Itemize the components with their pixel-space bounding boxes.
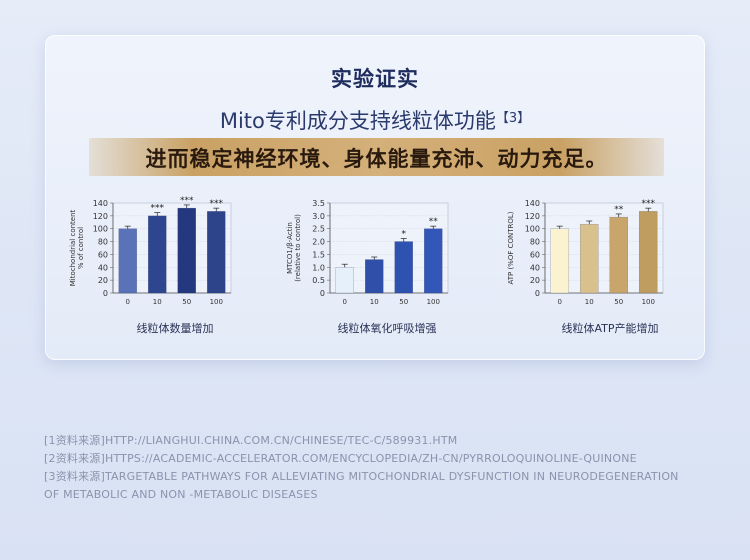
bar <box>394 241 413 294</box>
bar <box>177 207 196 294</box>
y-tick-label: 80 <box>98 238 108 247</box>
y-tick-label: 3.5 <box>312 199 325 208</box>
significance-label: *** <box>180 196 194 206</box>
bar <box>580 223 599 294</box>
y-tick-label: 60 <box>98 250 108 259</box>
bar <box>550 228 569 294</box>
bar <box>207 211 226 294</box>
x-tick-label: 10 <box>370 298 379 306</box>
x-tick-label: 50 <box>182 298 191 306</box>
y-tick-label: 20 <box>98 276 108 285</box>
x-tick-label: 100 <box>642 298 655 306</box>
y-tick-label: 120 <box>93 212 108 221</box>
y-tick-label: 40 <box>98 263 108 272</box>
y-tick-label: 2.5 <box>312 225 325 234</box>
significance-label: *** <box>151 204 165 214</box>
page-title: 实验证实 <box>331 67 419 91</box>
x-tick-label: 50 <box>399 298 408 306</box>
reference-1: [1资料来源]HTTP://LIANGHUI.CHINA.COM.CN/CHIN… <box>44 434 458 447</box>
y-tick-label: 1.5 <box>312 250 325 259</box>
x-tick-label: 10 <box>585 298 594 306</box>
y-axis-label: MTCO1/β-Actin <box>286 222 294 274</box>
content-card: 实验证实 Mito专利成分支持线粒体功能【3】 进而稳定神经环境、身体能量充沛、… <box>45 35 705 360</box>
chart-caption-mitochondrial-content: 线粒体数量增加 <box>136 322 214 335</box>
y-axis-label: % of control <box>77 227 85 269</box>
subtitle-text: Mito专利成分支持线粒体功能 <box>219 109 496 133</box>
significance-label: *** <box>642 199 656 209</box>
bar <box>609 216 628 294</box>
x-tick-label: 0 <box>558 298 562 306</box>
x-tick-label: 0 <box>343 298 347 306</box>
y-tick-label: 20 <box>530 276 540 285</box>
significance-label: ** <box>429 217 439 227</box>
banner-text: 进而稳定神经环境、身体能量充沛、动力充足。 <box>145 147 608 171</box>
bar <box>365 259 384 294</box>
chart-atp: 0 20 40 60 80 100 120 140 ATP (%OF CONTROL) 0 10 **… <box>507 199 664 306</box>
chart-mtco1-actin: 0 0.5 1.0 1.5 2.0 2.5 3.0 3.5 MTCO1/β-Actin (rela… <box>286 199 449 306</box>
reference-3: [3资料来源]TARGETABLE PATHWAYS FOR ALLEVIATI… <box>44 470 679 501</box>
y-tick-label: 120 <box>525 212 540 221</box>
y-tick-label: 100 <box>525 225 540 234</box>
x-tick-label: 100 <box>427 298 440 306</box>
significance-label: ** <box>614 205 624 215</box>
gold-banner: 进而稳定神经环境、身体能量充沛、动力充足。 <box>89 138 664 176</box>
y-tick-label: 0 <box>535 289 540 298</box>
bar <box>639 211 658 294</box>
chart-caption-mtco1-actin: 线粒体氧化呼吸增强 <box>337 322 437 335</box>
x-tick-label: 50 <box>614 298 623 306</box>
y-axis-label: (relative to control) <box>294 214 302 282</box>
chart-caption-atp: 线粒体ATP产能增加 <box>561 322 659 335</box>
significance-label: *** <box>210 199 224 209</box>
y-tick-label: 0 <box>103 289 108 298</box>
y-tick-label: 80 <box>530 238 540 247</box>
y-tick-label: 0 <box>320 289 325 298</box>
references: [1资料来源]HTTP://LIANGHUI.CHINA.COM.CN/CHIN… <box>44 432 724 504</box>
bar <box>335 267 354 294</box>
y-tick-label: 3.0 <box>312 212 325 221</box>
y-axis-label: ATP (%OF CONTROL) <box>507 211 515 284</box>
bar <box>118 228 137 294</box>
y-tick-label: 2.0 <box>312 238 325 247</box>
x-tick-label: 100 <box>210 298 223 306</box>
y-tick-label: 60 <box>530 250 540 259</box>
y-tick-label: 1.0 <box>312 263 325 272</box>
x-tick-label: 0 <box>126 298 130 306</box>
y-tick-label: 140 <box>525 199 540 208</box>
page-subtitle: Mito专利成分支持线粒体功能【3】 <box>45 105 705 135</box>
subtitle-reference: 【3】 <box>495 111 531 126</box>
y-tick-label: 0.5 <box>312 276 325 285</box>
y-tick-label: 100 <box>93 225 108 234</box>
reference-2: [2资料来源]HTTPS://ACADEMIC-ACCELERATOR.COM/… <box>44 452 637 465</box>
y-tick-label: 140 <box>93 199 108 208</box>
x-tick-label: 10 <box>153 298 162 306</box>
bar <box>424 228 443 294</box>
y-tick-label: 40 <box>530 263 540 272</box>
bar <box>148 215 167 294</box>
y-axis-label: Mitochondrial content <box>69 209 77 286</box>
significance-label: * <box>402 229 407 239</box>
